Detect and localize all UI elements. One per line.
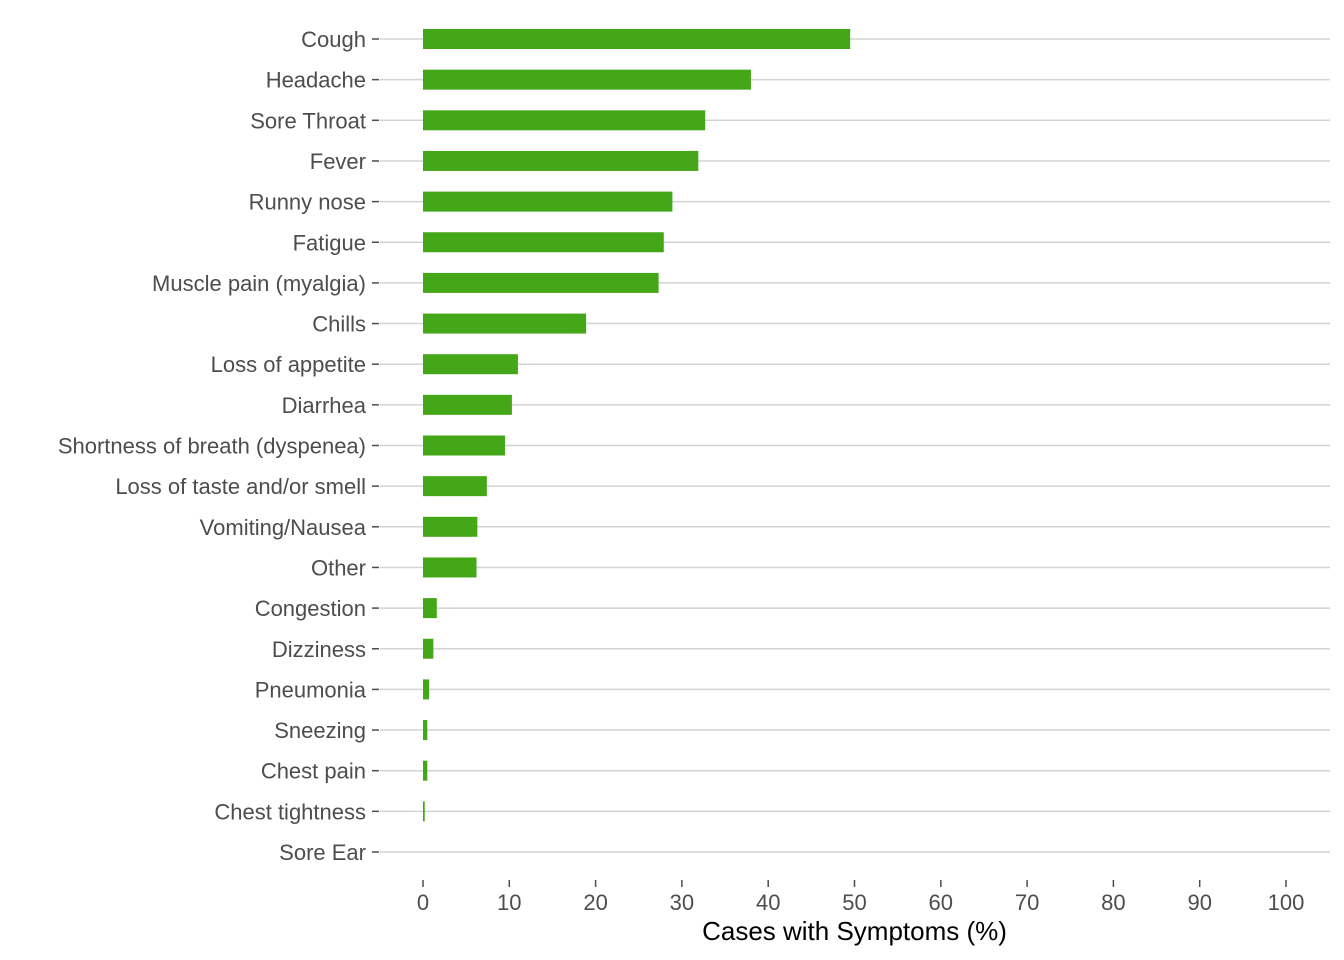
y-tick-label: Congestion <box>255 596 366 621</box>
bar <box>423 638 434 659</box>
y-tick-label: Loss of taste and/or smell <box>115 474 366 499</box>
bar <box>423 720 428 741</box>
y-tick-label: Chest pain <box>261 759 366 784</box>
y-tick-label: Sore Throat <box>250 108 366 133</box>
bar <box>423 29 851 49</box>
x-axis-ticks <box>422 880 1287 887</box>
bar <box>423 679 430 700</box>
y-tick-label: Chest tightness <box>214 799 366 824</box>
y-tick-label: Vomiting/Nausea <box>200 515 367 540</box>
y-axis-labels: Cough Headache Sore Throat Fever Runny nose F… <box>58 27 367 865</box>
y-axis-ticks <box>372 38 379 853</box>
y-tick-label: Other <box>311 555 366 580</box>
y-tick-label: Shortness of breath (dyspenea) <box>58 434 366 459</box>
bar <box>423 516 478 537</box>
bar <box>423 232 664 253</box>
y-tick-label: Runny nose <box>249 190 366 215</box>
bar <box>423 272 659 293</box>
x-tick-label: 90 <box>1187 890 1211 915</box>
y-tick-label: Diarrhea <box>282 393 367 418</box>
y-tick-label: Cough <box>301 27 366 52</box>
bar <box>423 760 428 781</box>
bar <box>423 313 587 334</box>
y-tick-label: Dizziness <box>272 637 366 662</box>
x-tick-label: 0 <box>417 890 429 915</box>
y-tick-label: Fever <box>310 149 366 174</box>
bar <box>423 69 751 90</box>
x-tick-label: 70 <box>1015 890 1039 915</box>
y-tick-label: Pneumonia <box>255 677 367 702</box>
bar <box>423 191 673 212</box>
y-tick-label: Sneezing <box>274 718 366 743</box>
bar <box>423 110 706 131</box>
bar <box>423 476 487 497</box>
y-tick-label: Muscle pain (myalgia) <box>152 271 366 296</box>
bar <box>423 801 425 822</box>
bar <box>423 557 477 578</box>
x-tick-label: 30 <box>670 890 694 915</box>
bar <box>423 150 699 171</box>
bars <box>423 29 851 822</box>
y-tick-label: Loss of appetite <box>211 352 366 377</box>
y-tick-label: Fatigue <box>293 230 366 255</box>
y-tick-label: Chills <box>312 312 366 337</box>
x-tick-label: 50 <box>842 890 866 915</box>
y-tick-label: Headache <box>266 68 366 93</box>
y-tick-label: Sore Ear <box>279 840 366 865</box>
bar <box>423 435 505 456</box>
x-axis-title: Cases with Symptoms (%) <box>702 916 1007 946</box>
x-tick-label: 100 <box>1268 890 1305 915</box>
x-axis-tick-labels: 0 10 20 30 40 50 60 70 80 90 100 <box>417 890 1304 915</box>
x-tick-label: 40 <box>756 890 780 915</box>
bar <box>423 394 512 415</box>
x-tick-label: 20 <box>583 890 607 915</box>
x-tick-label: 80 <box>1101 890 1125 915</box>
x-tick-label: 60 <box>929 890 953 915</box>
x-tick-label: 10 <box>497 890 521 915</box>
bar <box>423 598 437 619</box>
bar <box>423 354 518 375</box>
